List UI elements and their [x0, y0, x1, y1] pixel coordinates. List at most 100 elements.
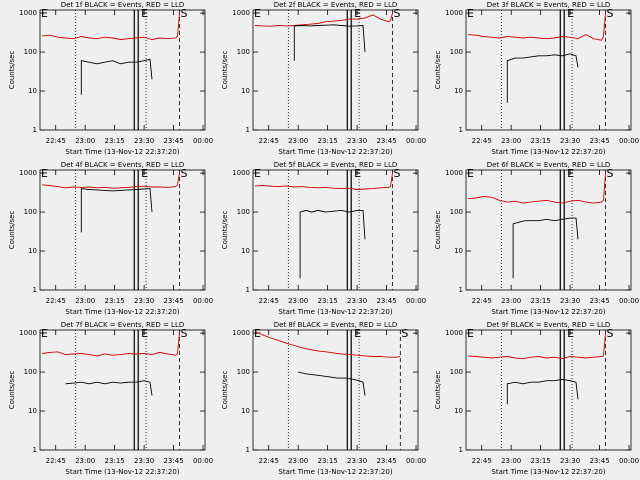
x-tick-label: 23:30 — [560, 297, 580, 305]
y-tick-label: 1000 — [232, 329, 250, 337]
y-tick-label: 1 — [246, 446, 250, 454]
panel: Det 2f BLACK = Events, RED = LLD Counts/s… — [221, 1, 426, 156]
plot-area — [41, 173, 180, 233]
y-axis-label: Counts/sec — [8, 211, 16, 250]
annotation: S — [180, 7, 187, 20]
y-tick-label: 100 — [450, 208, 463, 216]
x-tick-label: 23:45 — [163, 457, 183, 465]
x-tick-label: 22:45 — [46, 457, 66, 465]
y-tick-label: 10 — [28, 87, 37, 95]
y-axis-label: Counts/sec — [434, 51, 442, 90]
series-line — [80, 188, 153, 233]
x-axis-label: Start Time (13-Nov-12 22:37:20) — [491, 148, 605, 156]
y-tick-label: 1 — [459, 286, 463, 294]
annotation: E — [41, 167, 48, 180]
x-axis-label: Start Time (13-Nov-12 22:37:20) — [65, 308, 179, 316]
x-tick-label: 23:00 — [75, 457, 95, 465]
x-tick-label: 23:30 — [134, 457, 154, 465]
x-tick-label: 23:30 — [560, 457, 580, 465]
series-line — [254, 173, 393, 190]
annotation: E — [41, 7, 48, 20]
series-line — [512, 217, 579, 279]
series-line — [254, 331, 401, 358]
x-axis-label: Start Time (13-Nov-12 22:37:20) — [278, 468, 392, 476]
x-tick-label: 23:45 — [376, 137, 396, 145]
x-tick-label: 23:15 — [318, 457, 338, 465]
x-axis-label: Start Time (13-Nov-12 22:37:20) — [278, 308, 392, 316]
y-axis-label: Counts/sec — [221, 371, 229, 410]
annotation: E — [141, 167, 148, 180]
x-tick-label: 23:00 — [288, 137, 308, 145]
y-axis-label: Counts/sec — [434, 371, 442, 410]
annotation: E — [141, 327, 148, 340]
y-tick-label: 1 — [459, 126, 463, 134]
series-line — [254, 12, 393, 27]
annotation: E — [354, 7, 361, 20]
panel: Det 1f BLACK = Events, RED = LLD Counts/s… — [8, 1, 213, 156]
x-tick-label: 23:30 — [347, 457, 367, 465]
annotation: E — [41, 327, 48, 340]
y-tick-label: 1 — [33, 126, 37, 134]
y-tick-label: 10 — [454, 87, 463, 95]
annotation: E — [254, 167, 261, 180]
annotation: S — [606, 7, 613, 20]
plot-area — [467, 13, 606, 103]
plot-area — [254, 331, 401, 396]
chart-title: Det 4f BLACK = Events, RED = LLD — [61, 161, 184, 169]
annotation: E — [354, 327, 361, 340]
annotation: E — [254, 327, 261, 340]
x-tick-label: 22:45 — [259, 297, 279, 305]
x-tick-label: 23:45 — [589, 297, 609, 305]
y-tick-label: 1 — [33, 446, 37, 454]
series-line — [506, 378, 579, 405]
x-tick-label: 23:00 — [75, 137, 95, 145]
chart-title: Det 2f BLACK = Events, RED = LLD — [274, 1, 397, 9]
y-tick-label: 1000 — [445, 169, 463, 177]
y-tick-label: 100 — [450, 48, 463, 56]
x-tick-label: 23:45 — [376, 457, 396, 465]
axes-frame — [39, 329, 206, 451]
x-axis-label: Start Time (13-Nov-12 22:37:20) — [65, 468, 179, 476]
chart-title: Det 1f BLACK = Events, RED = LLD — [61, 1, 184, 9]
y-tick-label: 1 — [246, 286, 250, 294]
y-tick-label: 1 — [459, 446, 463, 454]
y-tick-label: 10 — [28, 247, 37, 255]
x-tick-label: 23:15 — [531, 137, 551, 145]
annotation: S — [393, 167, 400, 180]
y-tick-label: 1000 — [19, 9, 37, 17]
annotation: E — [567, 327, 574, 340]
y-tick-label: 1 — [246, 126, 250, 134]
annotation: S — [606, 327, 613, 340]
x-tick-label: 00:00 — [193, 297, 213, 305]
series-line — [506, 53, 579, 103]
y-axis-label: Counts/sec — [434, 211, 442, 250]
x-axis-label: Start Time (13-Nov-12 22:37:20) — [491, 308, 605, 316]
x-tick-label: 23:15 — [105, 137, 125, 145]
annotation: E — [141, 7, 148, 20]
y-tick-label: 10 — [454, 407, 463, 415]
x-tick-label: 23:00 — [288, 297, 308, 305]
panel: Det 7f BLACK = Events, RED = LLD Counts/s… — [8, 321, 213, 476]
x-tick-label: 22:45 — [472, 457, 492, 465]
axes-frame — [465, 329, 632, 451]
panel: Det 9f BLACK = Events, RED = LLD Counts/s… — [434, 321, 639, 476]
y-tick-label: 1000 — [445, 9, 463, 17]
y-tick-label: 10 — [454, 247, 463, 255]
plot-area — [467, 173, 606, 279]
x-tick-label: 00:00 — [619, 297, 639, 305]
axes-frame — [465, 169, 632, 291]
annotation: S — [180, 167, 187, 180]
x-tick-label: 23:30 — [347, 137, 367, 145]
y-axis-label: Counts/sec — [221, 211, 229, 250]
series-line — [299, 209, 366, 279]
y-tick-label: 100 — [237, 208, 250, 216]
y-tick-label: 10 — [241, 87, 250, 95]
annotation: S — [401, 327, 408, 340]
x-tick-label: 23:00 — [75, 297, 95, 305]
annotation: E — [254, 7, 261, 20]
x-tick-label: 23:00 — [288, 457, 308, 465]
y-tick-label: 1000 — [232, 9, 250, 17]
